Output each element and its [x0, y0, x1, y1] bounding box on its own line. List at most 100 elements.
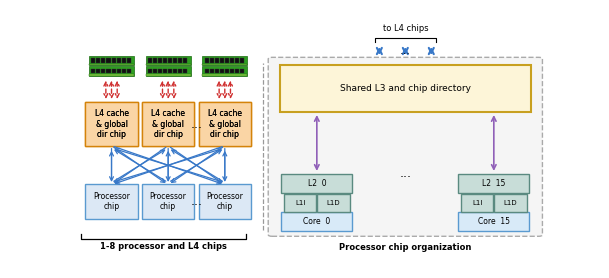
FancyBboxPatch shape — [146, 56, 191, 65]
FancyBboxPatch shape — [495, 194, 527, 212]
FancyBboxPatch shape — [127, 58, 131, 63]
FancyBboxPatch shape — [202, 66, 247, 76]
FancyBboxPatch shape — [458, 212, 529, 231]
FancyBboxPatch shape — [178, 69, 182, 73]
FancyBboxPatch shape — [220, 58, 224, 63]
Text: ...: ... — [400, 46, 410, 56]
FancyBboxPatch shape — [173, 58, 177, 63]
FancyBboxPatch shape — [127, 69, 131, 73]
Text: Core  0: Core 0 — [303, 217, 331, 226]
Text: Shared L3 and chip directory: Shared L3 and chip directory — [340, 84, 471, 93]
FancyBboxPatch shape — [89, 56, 134, 65]
FancyBboxPatch shape — [146, 74, 191, 76]
FancyBboxPatch shape — [148, 58, 152, 63]
Text: 1-8 processor and L4 chips: 1-8 processor and L4 chips — [100, 242, 227, 251]
FancyBboxPatch shape — [153, 69, 157, 73]
FancyBboxPatch shape — [209, 58, 214, 63]
FancyBboxPatch shape — [122, 58, 125, 63]
Text: L4 cache
& global
dir chip: L4 cache & global dir chip — [94, 110, 128, 139]
Text: L1D: L1D — [327, 200, 340, 206]
FancyBboxPatch shape — [173, 69, 177, 73]
FancyBboxPatch shape — [220, 69, 224, 73]
FancyBboxPatch shape — [102, 69, 105, 73]
FancyBboxPatch shape — [205, 58, 209, 63]
FancyBboxPatch shape — [85, 184, 138, 219]
FancyBboxPatch shape — [163, 58, 167, 63]
FancyBboxPatch shape — [91, 58, 96, 63]
FancyBboxPatch shape — [85, 102, 138, 147]
Text: Processor
chip: Processor chip — [93, 192, 130, 211]
FancyBboxPatch shape — [230, 58, 234, 63]
Text: L1I: L1I — [295, 200, 305, 206]
FancyBboxPatch shape — [280, 65, 530, 112]
FancyBboxPatch shape — [96, 58, 100, 63]
Text: L4 cache
& global
dir chip: L4 cache & global dir chip — [94, 110, 128, 139]
FancyBboxPatch shape — [202, 74, 247, 76]
FancyBboxPatch shape — [178, 58, 182, 63]
FancyBboxPatch shape — [91, 69, 96, 73]
FancyBboxPatch shape — [199, 184, 251, 219]
FancyBboxPatch shape — [102, 58, 105, 63]
FancyBboxPatch shape — [215, 58, 219, 63]
FancyBboxPatch shape — [116, 58, 121, 63]
FancyBboxPatch shape — [317, 194, 350, 212]
FancyBboxPatch shape — [111, 69, 116, 73]
FancyBboxPatch shape — [183, 58, 188, 63]
Text: ...: ... — [191, 195, 202, 208]
Text: L1D: L1D — [504, 200, 518, 206]
Text: L4 cache
& global
dir chip: L4 cache & global dir chip — [208, 110, 242, 139]
Text: L4 cache
& global
dir chip: L4 cache & global dir chip — [151, 110, 185, 139]
FancyBboxPatch shape — [458, 174, 529, 193]
FancyBboxPatch shape — [146, 66, 191, 76]
Text: L2  0: L2 0 — [308, 179, 326, 188]
FancyBboxPatch shape — [142, 102, 194, 147]
FancyBboxPatch shape — [215, 69, 219, 73]
FancyBboxPatch shape — [202, 56, 247, 65]
FancyBboxPatch shape — [268, 57, 543, 236]
Text: Processor
chip: Processor chip — [150, 192, 186, 211]
FancyBboxPatch shape — [116, 69, 121, 73]
Text: L2  15: L2 15 — [482, 179, 505, 188]
FancyBboxPatch shape — [202, 64, 247, 65]
FancyBboxPatch shape — [461, 194, 493, 212]
FancyBboxPatch shape — [148, 69, 152, 73]
Text: ...: ... — [191, 118, 202, 131]
FancyBboxPatch shape — [199, 102, 251, 147]
FancyBboxPatch shape — [284, 194, 316, 212]
FancyBboxPatch shape — [142, 102, 194, 147]
FancyBboxPatch shape — [85, 102, 138, 147]
FancyBboxPatch shape — [163, 69, 167, 73]
FancyBboxPatch shape — [111, 58, 116, 63]
FancyBboxPatch shape — [158, 69, 162, 73]
FancyBboxPatch shape — [107, 69, 110, 73]
FancyBboxPatch shape — [183, 69, 188, 73]
FancyBboxPatch shape — [153, 58, 157, 63]
Text: to L4 chips: to L4 chips — [382, 24, 428, 33]
FancyBboxPatch shape — [205, 69, 209, 73]
FancyBboxPatch shape — [107, 58, 110, 63]
FancyBboxPatch shape — [199, 102, 251, 147]
FancyBboxPatch shape — [89, 74, 134, 76]
FancyBboxPatch shape — [225, 69, 229, 73]
FancyBboxPatch shape — [89, 66, 134, 76]
FancyBboxPatch shape — [168, 69, 172, 73]
FancyBboxPatch shape — [142, 184, 194, 219]
FancyBboxPatch shape — [240, 69, 244, 73]
FancyBboxPatch shape — [168, 58, 172, 63]
Text: L1I: L1I — [472, 200, 482, 206]
FancyBboxPatch shape — [235, 58, 239, 63]
FancyBboxPatch shape — [158, 58, 162, 63]
FancyBboxPatch shape — [225, 58, 229, 63]
Text: L4 cache
& global
dir chip: L4 cache & global dir chip — [151, 110, 185, 139]
Text: L4 cache
& global
dir chip: L4 cache & global dir chip — [208, 110, 242, 139]
FancyBboxPatch shape — [230, 69, 234, 73]
FancyBboxPatch shape — [122, 69, 125, 73]
Text: ...: ... — [400, 167, 411, 180]
FancyBboxPatch shape — [146, 64, 191, 65]
FancyBboxPatch shape — [96, 69, 100, 73]
Text: Processor
chip: Processor chip — [206, 192, 243, 211]
FancyBboxPatch shape — [281, 212, 353, 231]
Text: Processor chip organization: Processor chip organization — [339, 243, 471, 252]
FancyBboxPatch shape — [281, 174, 353, 193]
FancyBboxPatch shape — [240, 58, 244, 63]
